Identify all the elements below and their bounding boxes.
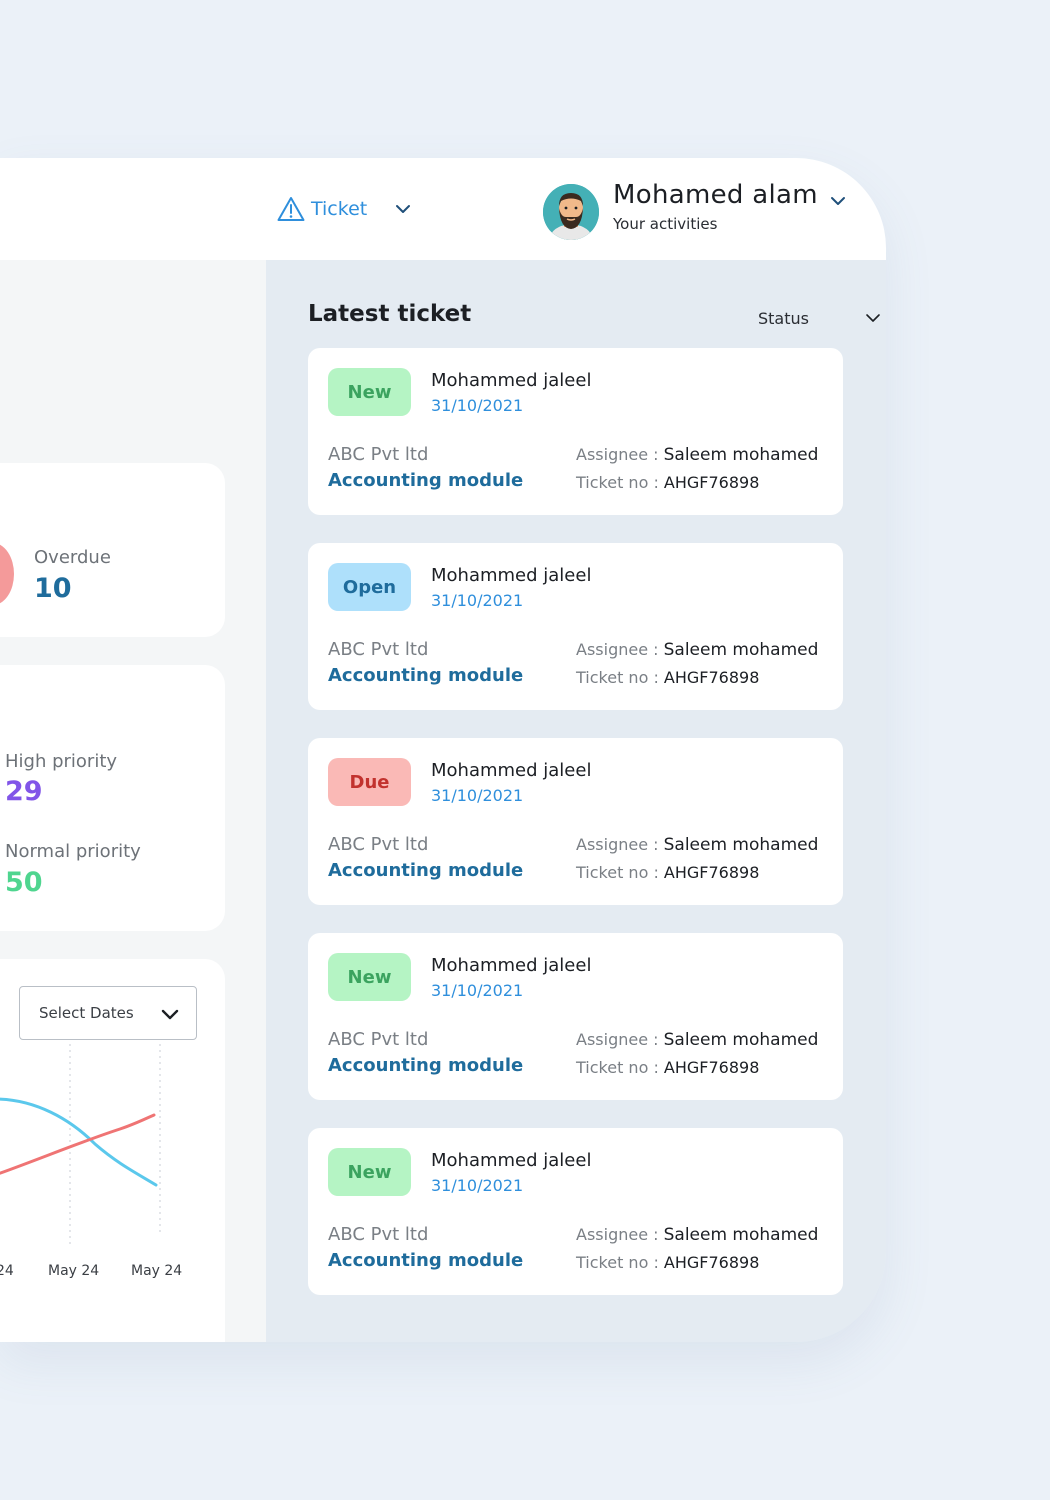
chart-series-red-line [0, 1113, 156, 1175]
ticket-requester-name: Mohammed jaleel [431, 370, 592, 391]
ticket-module: Accounting module [328, 1250, 524, 1271]
status-badge: New [328, 953, 411, 1001]
warning-triangle-icon [277, 197, 305, 221]
ticket-company: ABC Pvt ltd [328, 639, 429, 660]
ticket-date: 31/10/2021 [431, 1176, 524, 1195]
ticket-number: Ticket no : AHGF76898 [576, 1058, 759, 1077]
ticket-assignee: Assignee : Saleem mohamed [576, 445, 818, 465]
ticket-date: 31/10/2021 [431, 396, 524, 415]
overdue-indicator [0, 543, 14, 605]
assignee-name: Saleem mohamed [663, 1225, 819, 1245]
ticket-module: Accounting module [328, 1055, 524, 1076]
chart-card: 24 May 24 May 24 Select Dates [0, 959, 225, 1342]
trend-chart: 24 May 24 May 24 [0, 1044, 182, 1279]
priority-card: High priority 29 Normal priority 50 [0, 665, 225, 931]
ticketno-value: AHGF76898 [663, 1253, 760, 1272]
ticketno-prefix: Ticket no : [576, 863, 664, 882]
x-tick-label: May 24 [48, 1263, 99, 1279]
overdue-card: Overdue 10 [0, 463, 225, 637]
ticket-card[interactable]: Open Mohammed jaleel 31/10/2021 ABC Pvt … [308, 543, 843, 710]
ticket-assignee: Assignee : Saleem mohamed [576, 1030, 818, 1050]
ticket-assignee: Assignee : Saleem mohamed [576, 640, 818, 660]
ticket-date: 31/10/2021 [431, 786, 524, 805]
ticketno-value: AHGF76898 [663, 473, 760, 492]
status-filter-label: Status [758, 308, 809, 328]
chevron-down-icon [396, 205, 411, 213]
chevron-down-icon [866, 314, 880, 322]
assignee-name: Saleem mohamed [663, 640, 819, 660]
ticket-card[interactable]: New Mohammed jaleel 31/10/2021 ABC Pvt l… [308, 1128, 843, 1295]
ticket-requester-name: Mohammed jaleel [431, 955, 592, 976]
user-menu-chevron-down-icon[interactable] [829, 193, 847, 209]
ticketno-value: AHGF76898 [663, 668, 760, 687]
ticketno-prefix: Ticket no : [576, 668, 664, 687]
chevron-down-icon [161, 1009, 179, 1020]
ticket-date: 31/10/2021 [431, 591, 524, 610]
ticket-card[interactable]: New Mohammed jaleel 31/10/2021 ABC Pvt l… [308, 933, 843, 1100]
ticketno-value: AHGF76898 [663, 863, 760, 882]
avatar-image [543, 184, 599, 240]
normal-priority-label: Normal priority [5, 841, 141, 862]
high-priority-label: High priority [5, 751, 118, 772]
normal-priority-value: 50 [5, 867, 43, 898]
assignee-name: Saleem mohamed [663, 445, 819, 465]
ticket-module: Accounting module [328, 470, 524, 491]
ticket-nav-menu[interactable]: Ticket [277, 194, 411, 224]
ticket-requester-name: Mohammed jaleel [431, 565, 592, 586]
user-name: Mohamed alam [613, 180, 818, 210]
assignee-prefix: Assignee : [576, 1030, 664, 1049]
ticket-assignee: Assignee : Saleem mohamed [576, 835, 818, 855]
high-priority-value: 29 [5, 776, 43, 807]
ticket-number: Ticket no : AHGF76898 [576, 1253, 759, 1272]
ticketno-prefix: Ticket no : [576, 1058, 664, 1077]
select-dates-dropdown[interactable]: Select Dates [19, 986, 197, 1040]
assignee-prefix: Assignee : [576, 445, 664, 464]
user-subtitle: Your activities [613, 215, 718, 233]
status-badge: New [328, 1148, 411, 1196]
top-bar: Ticket Mohamed alam Your activities [0, 158, 886, 260]
assignee-prefix: Assignee : [576, 835, 664, 854]
overdue-value: 10 [34, 573, 72, 604]
ticket-card[interactable]: Due Mohammed jaleel 31/10/2021 ABC Pvt l… [308, 738, 843, 905]
ticket-nav-label: Ticket [311, 198, 368, 220]
ticket-assignee: Assignee : Saleem mohamed [576, 1225, 818, 1245]
overdue-label: Overdue [34, 547, 111, 568]
x-tick-label: 24 [0, 1263, 14, 1279]
status-badge: Due [328, 758, 411, 806]
ticket-requester-name: Mohammed jaleel [431, 1150, 592, 1171]
ticketno-value: AHGF76898 [663, 1058, 760, 1077]
assignee-prefix: Assignee : [576, 1225, 664, 1244]
ticket-number: Ticket no : AHGF76898 [576, 668, 759, 687]
ticket-number: Ticket no : AHGF76898 [576, 863, 759, 882]
ticketno-prefix: Ticket no : [576, 473, 664, 492]
ticket-requester-name: Mohammed jaleel [431, 760, 592, 781]
ticket-company: ABC Pvt ltd [328, 444, 429, 465]
ticketno-prefix: Ticket no : [576, 1253, 664, 1272]
status-filter-dropdown[interactable]: Status [758, 307, 881, 329]
ticket-card[interactable]: New Mohammed jaleel 31/10/2021 ABC Pvt l… [308, 348, 843, 515]
select-dates-label: Select Dates [39, 1004, 134, 1022]
left-panel: Overdue 10 High priority 29 Normal prior… [0, 260, 266, 1342]
status-badge: Open [328, 563, 411, 611]
x-tick-label: May 24 [131, 1263, 182, 1279]
assignee-name: Saleem mohamed [663, 835, 819, 855]
assignee-name: Saleem mohamed [663, 1030, 819, 1050]
latest-ticket-title: Latest ticket [308, 301, 472, 327]
status-badge: New [328, 368, 411, 416]
chart-series-blue-line [0, 1097, 158, 1187]
avatar[interactable] [543, 184, 599, 240]
ticket-module: Accounting module [328, 665, 524, 686]
ticket-company: ABC Pvt ltd [328, 834, 429, 855]
ticket-date: 31/10/2021 [431, 981, 524, 1000]
ticket-company: ABC Pvt ltd [328, 1224, 429, 1245]
ticket-number: Ticket no : AHGF76898 [576, 473, 759, 492]
ticket-company: ABC Pvt ltd [328, 1029, 429, 1050]
ticket-module: Accounting module [328, 860, 524, 881]
assignee-prefix: Assignee : [576, 640, 664, 659]
